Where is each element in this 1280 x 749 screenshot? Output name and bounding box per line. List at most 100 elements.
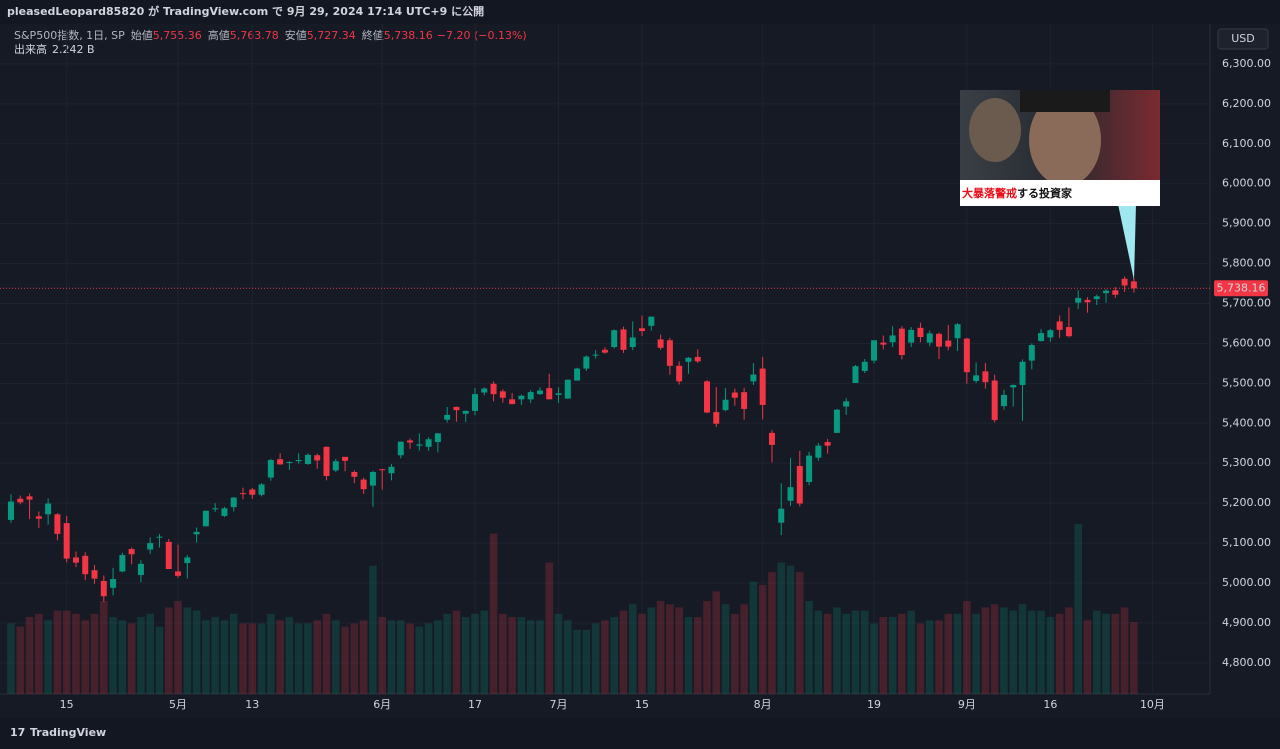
y-tick-label: 4,900.00 <box>1222 616 1271 629</box>
candle-body <box>759 368 766 405</box>
volume-bar <box>248 623 257 694</box>
x-tick-label: 8月 <box>754 698 772 711</box>
candle-body <box>1103 290 1110 294</box>
candle-body <box>861 361 868 371</box>
candle-body <box>45 503 52 515</box>
candle-body <box>620 329 627 350</box>
face <box>969 98 1021 162</box>
y-tick-label: 5,700.00 <box>1222 296 1271 309</box>
x-tick-label: 13 <box>245 698 259 711</box>
volume-bar <box>341 626 349 694</box>
candle-body <box>973 375 980 381</box>
volume-bar <box>25 617 34 694</box>
candle-body <box>267 460 274 478</box>
candle-body <box>527 392 534 400</box>
candle-body <box>490 383 497 395</box>
volume-bar <box>239 623 247 694</box>
currency-button[interactable] <box>1217 28 1269 50</box>
candle-body <box>536 390 543 395</box>
candle-body <box>425 439 432 447</box>
volume-bar <box>378 617 386 694</box>
caption-band <box>960 180 1160 206</box>
candle-body <box>249 489 256 495</box>
volume-bar <box>675 607 683 694</box>
y-tick-label: 4,800.00 <box>1222 656 1271 669</box>
volume-bar <box>1120 607 1129 694</box>
candle-body <box>54 514 61 534</box>
candle-body <box>991 380 998 421</box>
volume-bar <box>898 613 906 694</box>
volume-bar <box>879 617 888 694</box>
volume-bar <box>1083 620 1092 694</box>
volume-name: 出来高 <box>14 42 47 56</box>
volume-bar <box>721 604 730 694</box>
volume-bar <box>183 607 192 694</box>
volume-bar <box>155 626 164 694</box>
candle-body <box>82 555 89 575</box>
candle-body <box>277 459 284 465</box>
volume-bar <box>870 623 878 694</box>
candle-body <box>8 501 14 520</box>
y-tick-label: 5,400.00 <box>1222 416 1271 429</box>
y-tick-label: 5,000.00 <box>1222 576 1271 589</box>
volume-bar <box>564 620 572 694</box>
candle-body <box>286 462 293 464</box>
volume-bar <box>100 600 108 694</box>
candle-body <box>1056 321 1063 330</box>
volume-bar <box>628 604 637 694</box>
volume-bar <box>35 613 43 694</box>
footer <box>0 718 1280 749</box>
volume-bar <box>1046 617 1055 694</box>
volume-bar <box>294 623 303 694</box>
volume-bar <box>1092 610 1101 694</box>
x-tick-label: 6月 <box>373 698 391 711</box>
candle-body <box>1047 330 1054 338</box>
volume-bar <box>322 613 331 694</box>
candle-body <box>546 388 553 400</box>
candle-body <box>917 327 924 338</box>
volume-bar <box>7 623 15 694</box>
candle-body <box>202 510 209 527</box>
candle-body <box>472 394 478 411</box>
change: −7.20 (−0.13%) <box>437 29 527 42</box>
volume-bar <box>72 613 80 694</box>
candle-body <box>26 496 33 500</box>
y-tick-label: 5,100.00 <box>1222 536 1271 549</box>
last-price-label: 5,738.16 <box>1217 281 1266 294</box>
candle-body <box>741 392 748 409</box>
candle-body <box>611 330 618 348</box>
candle-body <box>639 328 646 332</box>
volume-bar <box>471 613 479 694</box>
volume-bar <box>517 617 526 694</box>
face <box>1029 94 1101 186</box>
volume-bar <box>888 617 897 694</box>
volume-bar <box>981 607 990 694</box>
candle-body <box>583 356 590 369</box>
candle-body <box>434 433 441 443</box>
volume-bar <box>53 610 62 694</box>
volume-value: 2.242 B <box>52 43 95 56</box>
volume-bar <box>1074 524 1082 694</box>
ohlc-name: 高値 <box>208 28 230 42</box>
volume-bar <box>499 613 507 694</box>
volume-bar <box>313 620 322 694</box>
candle-body <box>407 440 414 443</box>
volume-bar <box>953 613 962 694</box>
ohlc-value: 5,738.16 <box>384 29 433 42</box>
caption-part: する投資家 <box>1017 186 1073 200</box>
candle-body <box>768 432 775 445</box>
volume-bar <box>480 610 489 694</box>
candle-body <box>360 479 367 490</box>
volume-bar <box>461 617 470 694</box>
caption-part: 大暴落 <box>962 186 996 200</box>
volume-bar <box>693 617 702 694</box>
candle-body <box>880 342 887 345</box>
volume-bar <box>907 610 915 694</box>
x-tick-label: 17 <box>468 698 482 711</box>
volume-bar <box>229 613 238 694</box>
volume-bar <box>127 623 136 694</box>
y-tick-label: 6,000.00 <box>1222 177 1271 190</box>
candle-body <box>796 466 803 504</box>
volume-bar <box>508 617 516 694</box>
